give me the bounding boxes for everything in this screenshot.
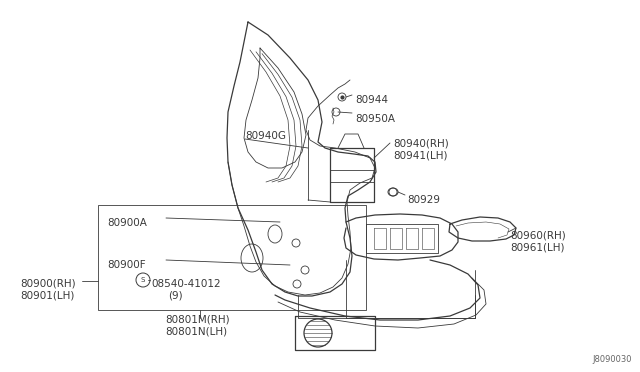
Text: J8090030: J8090030 <box>593 355 632 364</box>
Text: 08540-41012: 08540-41012 <box>151 279 221 289</box>
Text: 80961(LH): 80961(LH) <box>510 242 564 252</box>
Text: 80950A: 80950A <box>355 114 395 124</box>
Text: 80801N(LH): 80801N(LH) <box>165 326 227 336</box>
Text: 80929: 80929 <box>407 195 440 205</box>
Text: 80900(RH): 80900(RH) <box>20 278 76 288</box>
Text: 80960(RH): 80960(RH) <box>510 230 566 240</box>
Text: S: S <box>141 278 145 283</box>
Text: 80941(LH): 80941(LH) <box>393 150 447 160</box>
Text: 80944: 80944 <box>355 95 388 105</box>
Text: 80900F: 80900F <box>107 260 146 270</box>
Text: 80900A: 80900A <box>107 218 147 228</box>
Text: 80940G: 80940G <box>245 131 286 141</box>
Text: 80801M(RH): 80801M(RH) <box>165 314 230 324</box>
Text: 80940(RH): 80940(RH) <box>393 138 449 148</box>
Text: 80901(LH): 80901(LH) <box>20 290 74 300</box>
Text: (9): (9) <box>168 291 182 301</box>
